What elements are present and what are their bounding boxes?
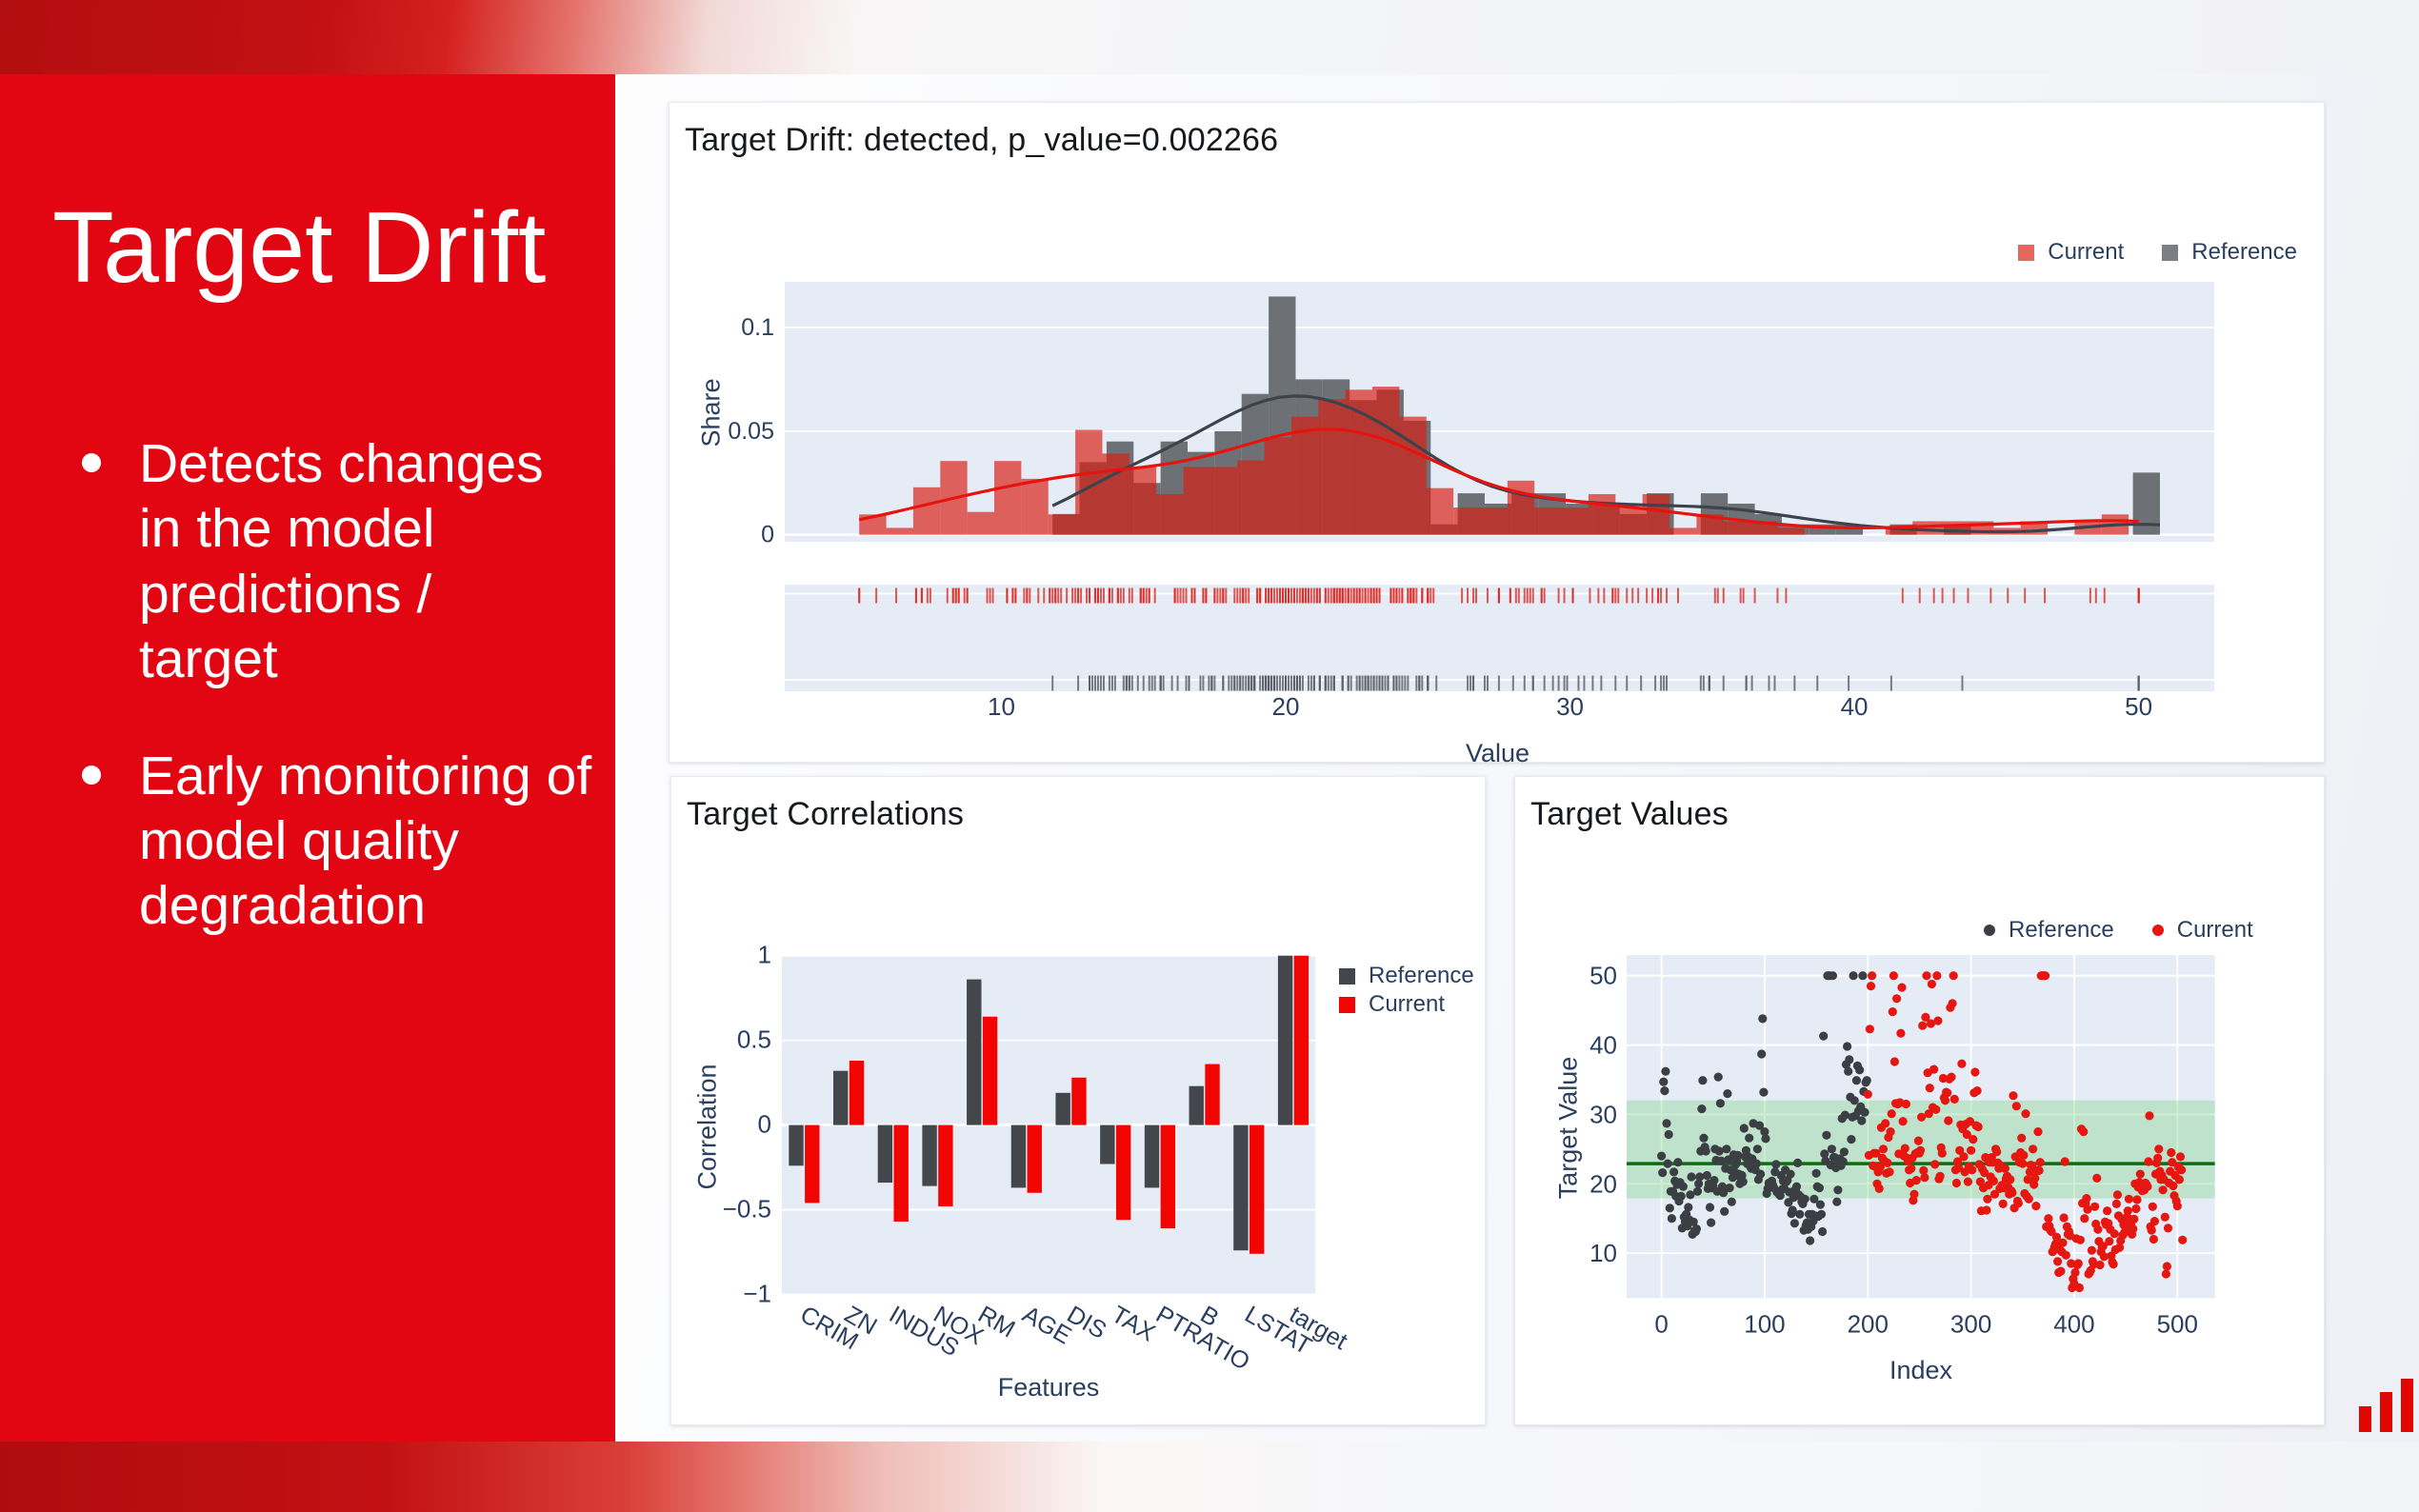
bullet-item: Detects changes in the model predictions… [80, 431, 575, 692]
svg-text:DIS: DIS [1062, 1301, 1110, 1344]
values-y-axis-title: Target Value [1553, 1056, 1583, 1200]
svg-text:40: 40 [1589, 1031, 1617, 1060]
svg-text:20: 20 [1272, 692, 1300, 721]
drift-legend: Current Reference [1980, 239, 2297, 266]
legend-label: Current [1369, 991, 1446, 1017]
legend-item-reference: Reference [1984, 917, 2114, 944]
drift-chart-title: Target Drift: detected, p_value=0.002266 [685, 122, 1279, 158]
legend-label: Current [2176, 917, 2253, 943]
values-x-axis-title: Index [1889, 1356, 1953, 1384]
top-gradient-band [0, 0, 2419, 74]
sidebar: Target Drift Detects changes in the mode… [0, 74, 615, 1442]
svg-text:10: 10 [988, 692, 1015, 721]
legend-item-current: Current [2151, 917, 2253, 944]
correlations-legend: Reference Current [1339, 963, 1474, 1020]
svg-text:0.05: 0.05 [728, 418, 774, 445]
correlations-x-axis-title: Features [997, 1373, 1100, 1402]
reference-swatch-icon [1339, 967, 1355, 985]
svg-text:400: 400 [2053, 1309, 2094, 1338]
legend-item-current: Current [1339, 991, 1474, 1018]
current-swatch-icon [1339, 996, 1355, 1013]
svg-text:0: 0 [1654, 1309, 1668, 1338]
legend-item-current: Current [2018, 239, 2124, 266]
legend-item-reference: Reference [1339, 963, 1474, 989]
drift-x-axis-title: Value [1465, 739, 1530, 767]
legend-label: Reference [2191, 239, 2297, 265]
legend-item-reference: Reference [2162, 239, 2297, 266]
svg-text:0.1: 0.1 [741, 314, 774, 341]
svg-text:30: 30 [1556, 692, 1584, 721]
svg-text:0: 0 [761, 522, 774, 548]
svg-text:−1: −1 [743, 1280, 771, 1308]
legend-label: Reference [2009, 917, 2114, 943]
drift-histogram-plot: 0 0.05 0.1 10 20 30 40 50 [728, 282, 2214, 721]
values-legend: Reference Current [1984, 917, 2253, 944]
bullet-dot-icon [82, 453, 101, 472]
values-scatter-plot: 0 100 200 300 400 500 10 20 30 40 50 [1589, 955, 2215, 1338]
target-values-chart-card: Target Values 0 100 200 300 400 500 10 20 30 40 50… [1514, 776, 2325, 1425]
current-swatch-icon [2018, 244, 2035, 261]
svg-text:0.5: 0.5 [737, 1025, 771, 1054]
drift-y-axis-title: Share [696, 378, 726, 448]
bullet-dot-icon [82, 765, 101, 785]
target-correlations-chart-card: Target Correlations 1 0.5 0 −0.5 −1 CRIM ZN IND… [670, 776, 1486, 1425]
svg-text:500: 500 [2157, 1309, 2198, 1338]
legend-label: Reference [1369, 963, 1474, 988]
bullet-text: Detects changes in the model predictions… [139, 433, 544, 690]
bullet-item: Early monitoring of model quality degrad… [80, 744, 591, 939]
legend-label: Current [2048, 239, 2125, 265]
correlations-chart-title: Target Correlations [687, 796, 965, 832]
svg-text:1: 1 [758, 941, 771, 969]
slide-title: Target Drift [52, 191, 547, 304]
bottom-gradient-band [0, 1442, 2419, 1512]
svg-text:100: 100 [1744, 1309, 1785, 1338]
svg-text:50: 50 [2125, 692, 2152, 721]
bullet-text: Early monitoring of model quality degrad… [139, 745, 592, 937]
slide-bullet-list: Detects changes in the model predictions… [80, 431, 591, 990]
svg-text:30: 30 [1589, 1100, 1617, 1128]
svg-text:200: 200 [1848, 1309, 1889, 1338]
svg-text:40: 40 [1841, 692, 1869, 721]
reference-dot-icon [1984, 925, 1995, 936]
target-drift-chart-card: Target Drift: detected, p_value=0.002266… [669, 102, 2325, 767]
svg-text:10: 10 [1589, 1239, 1617, 1267]
svg-text:20: 20 [1589, 1169, 1617, 1198]
svg-text:0: 0 [758, 1110, 771, 1139]
current-dot-icon [2151, 925, 2164, 936]
svg-text:300: 300 [1950, 1309, 1991, 1338]
reference-swatch-icon [2162, 244, 2179, 261]
svg-text:50: 50 [1589, 962, 1617, 990]
values-chart-title: Target Values [1530, 796, 1729, 832]
correlations-y-axis-title: Correlation [692, 1064, 722, 1190]
svg-text:−0.5: −0.5 [723, 1195, 771, 1224]
